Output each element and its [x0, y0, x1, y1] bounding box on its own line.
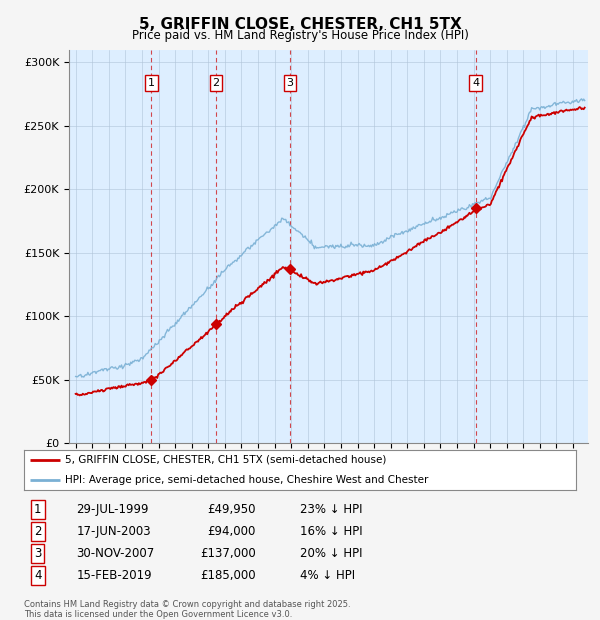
Text: 16% ↓ HPI: 16% ↓ HPI — [300, 525, 362, 538]
Text: 5, GRIFFIN CLOSE, CHESTER, CH1 5TX (semi-detached house): 5, GRIFFIN CLOSE, CHESTER, CH1 5TX (semi… — [65, 454, 387, 464]
Text: £94,000: £94,000 — [208, 525, 256, 538]
Text: 4: 4 — [472, 78, 479, 88]
Text: 23% ↓ HPI: 23% ↓ HPI — [300, 503, 362, 516]
Text: 29-JUL-1999: 29-JUL-1999 — [76, 503, 149, 516]
Text: 1: 1 — [34, 503, 41, 516]
Text: 2: 2 — [212, 78, 220, 88]
Text: 4: 4 — [34, 569, 41, 582]
Text: 17-JUN-2003: 17-JUN-2003 — [76, 525, 151, 538]
Text: 20% ↓ HPI: 20% ↓ HPI — [300, 547, 362, 560]
Text: 2: 2 — [34, 525, 41, 538]
Text: 3: 3 — [34, 547, 41, 560]
Text: Contains HM Land Registry data © Crown copyright and database right 2025.
This d: Contains HM Land Registry data © Crown c… — [24, 600, 350, 619]
Text: £185,000: £185,000 — [200, 569, 256, 582]
Text: 30-NOV-2007: 30-NOV-2007 — [76, 547, 155, 560]
Text: 3: 3 — [286, 78, 293, 88]
Text: 15-FEB-2019: 15-FEB-2019 — [76, 569, 152, 582]
Text: Price paid vs. HM Land Registry's House Price Index (HPI): Price paid vs. HM Land Registry's House … — [131, 30, 469, 42]
Text: 1: 1 — [148, 78, 155, 88]
Text: 4% ↓ HPI: 4% ↓ HPI — [300, 569, 355, 582]
Text: £49,950: £49,950 — [208, 503, 256, 516]
Text: £137,000: £137,000 — [200, 547, 256, 560]
Text: 5, GRIFFIN CLOSE, CHESTER, CH1 5TX: 5, GRIFFIN CLOSE, CHESTER, CH1 5TX — [139, 17, 461, 32]
Text: HPI: Average price, semi-detached house, Cheshire West and Chester: HPI: Average price, semi-detached house,… — [65, 475, 429, 485]
